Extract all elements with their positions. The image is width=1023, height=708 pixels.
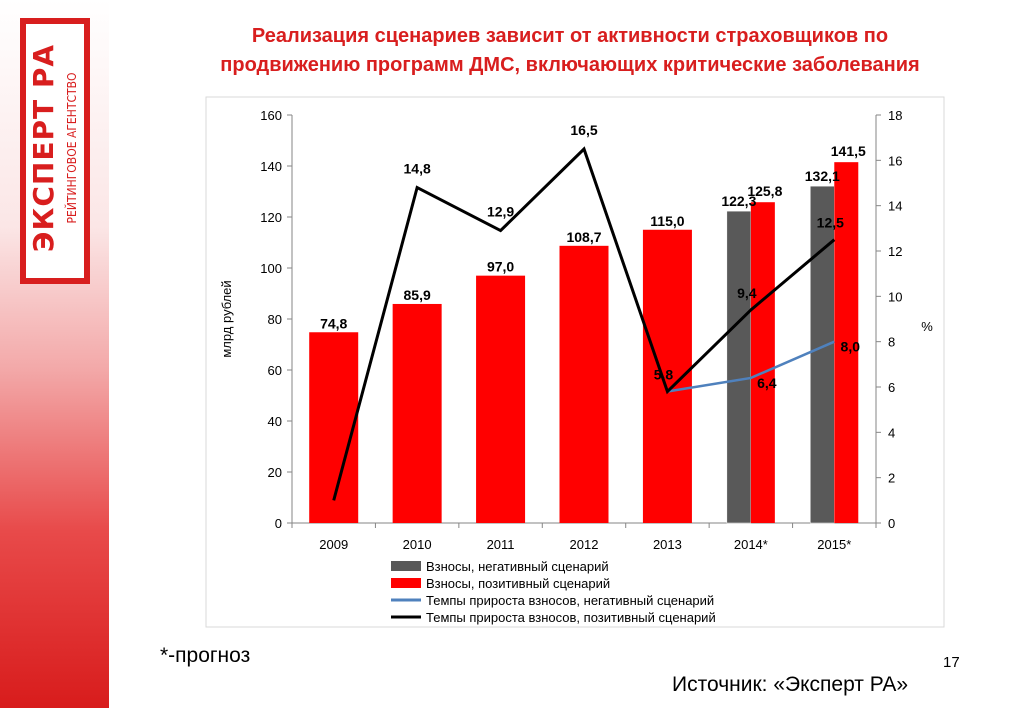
bar-positive <box>392 303 442 523</box>
x-tick-label: 2010 <box>403 537 432 552</box>
source-text: Источник: «Эксперт РА» <box>672 673 909 696</box>
sidebar-gradient: ЭКСПЕРТ РА РЕЙТИНГОВОЕ АГЕНТСТВО <box>0 0 109 708</box>
line-positive-label: 9,4 <box>737 285 757 301</box>
x-tick-label: 2012 <box>570 537 599 552</box>
bar-negative <box>726 210 752 524</box>
x-tick-label: 2011 <box>487 537 515 552</box>
legend-label: Темпы прироста взносов, позитивный сцена… <box>426 610 716 625</box>
line-positive-growth <box>332 146 836 501</box>
y2-tick-label: 4 <box>888 425 895 440</box>
chart-legend: Взносы, негативный сценарий Взносы, позит… <box>391 559 716 625</box>
y-tick-label: 160 <box>260 108 282 123</box>
y2-tick-label: 14 <box>888 199 902 214</box>
y-tick-label: 20 <box>268 465 282 480</box>
line-negative-label: 6,4 <box>757 375 777 391</box>
bar-positive-label: 125,8 <box>747 183 782 199</box>
y2-tick-label: 8 <box>888 335 895 350</box>
y2-tick-label: 10 <box>888 289 902 304</box>
legend-label: Взносы, позитивный сценарий <box>426 576 610 591</box>
bar-positive <box>834 162 859 524</box>
bar-positive-label: 115,0 <box>650 213 684 229</box>
bar-positive-label: 85,9 <box>404 287 431 303</box>
line-positive-label: 12,5 <box>817 215 844 231</box>
chart-lines <box>332 146 836 501</box>
y-axis-title: млрд рублей <box>219 280 234 357</box>
y2-axis-title: % <box>921 319 933 334</box>
legend-swatch <box>391 578 421 588</box>
x-tick-label: 2014* <box>734 537 768 552</box>
bar-positive-label: 74,8 <box>320 315 347 331</box>
bar-positive <box>750 202 775 523</box>
page-number: 17 <box>943 654 960 671</box>
y2-tick-label: 12 <box>888 244 902 259</box>
bar-negative-label: 122,3 <box>721 193 756 209</box>
y2-tick-label: 18 <box>888 108 902 123</box>
bar-positive-label: 108,7 <box>566 229 601 245</box>
line-negative-label: 8,0 <box>841 339 861 355</box>
legend-swatch <box>391 561 421 571</box>
page-title: Реализация сценариев зависит от активнос… <box>130 22 1010 80</box>
chart-bars <box>309 162 859 524</box>
y-tick-label: 120 <box>260 210 282 225</box>
bar-negative-label: 132,1 <box>805 168 840 184</box>
bar-negative <box>810 185 835 524</box>
title-line-2: продвижению программ ДМС, включающих кри… <box>220 54 920 76</box>
y2-tick-label: 2 <box>888 471 895 486</box>
x-tick-label: 2015* <box>817 537 851 552</box>
chart-axes: 0 20 40 60 80 100 120 140 160 0 2 4 6 8 10 12 14 16 18 2009… <box>219 108 933 552</box>
y-tick-label: 0 <box>275 516 282 531</box>
line-positive-label: 14,8 <box>404 161 431 177</box>
line-positive-label: 16,5 <box>570 122 597 138</box>
x-tick-label: 2013 <box>653 537 682 552</box>
line-positive-label: 5,8 <box>654 367 674 383</box>
y-tick-label: 60 <box>268 363 282 378</box>
bar-positive <box>476 275 526 523</box>
y-tick-label: 140 <box>260 159 282 174</box>
logo: ЭКСПЕРТ РА РЕЙТИНГОВОЕ АГЕНТСТВО <box>20 18 90 284</box>
y-tick-label: 100 <box>260 261 282 276</box>
bar-positive <box>309 332 359 523</box>
title-line-1: Реализация сценариев зависит от активнос… <box>251 25 889 47</box>
line-positive-label: 12,9 <box>487 204 514 220</box>
y-tick-label: 40 <box>268 414 282 429</box>
forecast-note: *-прогноз <box>160 644 251 667</box>
bar-positive <box>559 245 609 523</box>
legend-label: Темпы прироста взносов, негативный сцена… <box>426 593 714 608</box>
line-negative-growth <box>667 340 835 393</box>
bar-positive-label: 97,0 <box>487 259 514 275</box>
logo-background: ЭКСПЕРТ РА РЕЙТИНГОВОЕ АГЕНТСТВО <box>26 24 84 278</box>
y2-tick-label: 16 <box>888 153 902 168</box>
bar-positive-label: 141,5 <box>831 143 866 159</box>
legend-label: Взносы, негативный сценарий <box>426 559 609 574</box>
y2-tick-label: 6 <box>888 380 895 395</box>
y2-tick-label: 0 <box>888 516 895 531</box>
y-tick-label: 80 <box>268 312 282 327</box>
x-tick-label: 2009 <box>319 537 348 552</box>
